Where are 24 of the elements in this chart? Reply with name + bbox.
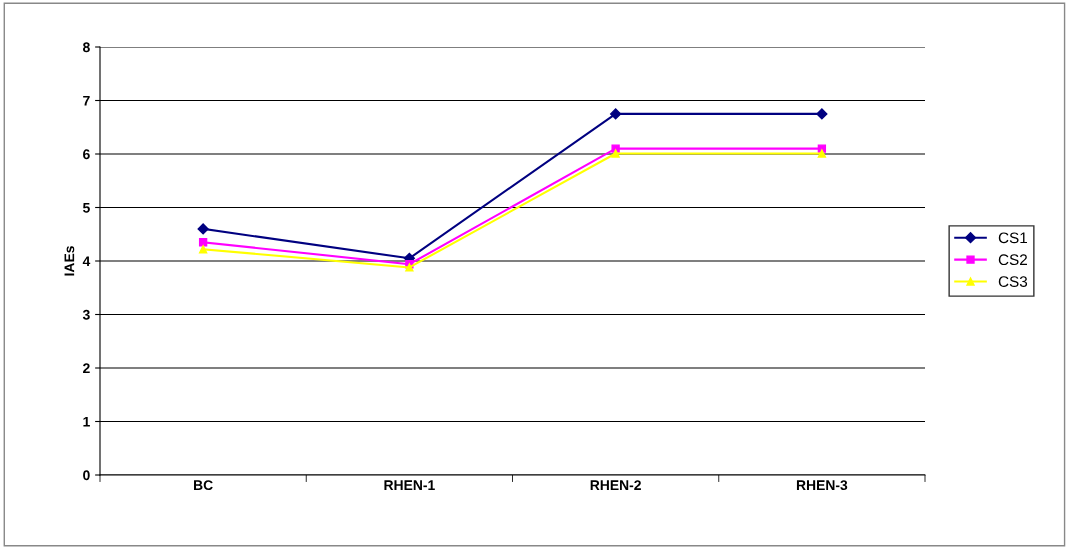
x-tick-label: RHEN-2: [590, 480, 641, 490]
point: [816, 108, 828, 120]
x-tick-label: RHEN-3: [796, 480, 848, 491]
legend-label: CS3: [998, 276, 1028, 287]
point: [197, 223, 209, 235]
x-tick-label: RHEN-1: [384, 480, 435, 490]
y-tick-label: 1: [83, 416, 90, 427]
point: [817, 149, 827, 158]
y-tick-label: 7: [83, 95, 90, 106]
point: [611, 149, 620, 158]
y-tick-label: 4: [82, 256, 91, 267]
point: [610, 108, 622, 120]
y-axis-title: IAEs: [64, 246, 75, 276]
y-tick-label: 6: [83, 149, 90, 160]
point: [198, 245, 208, 254]
y-tick-label: 8: [82, 42, 90, 53]
x-tick-label: BC: [194, 480, 213, 491]
legend-label: CS1: [998, 232, 1027, 244]
y-tick-label: 3: [82, 309, 90, 320]
point: [198, 238, 208, 247]
y-tick-label: 5: [82, 202, 90, 213]
y-tick-label: 2: [83, 363, 90, 374]
y-tick-label: 0: [83, 470, 90, 481]
legend-label: CS2: [998, 254, 1027, 266]
